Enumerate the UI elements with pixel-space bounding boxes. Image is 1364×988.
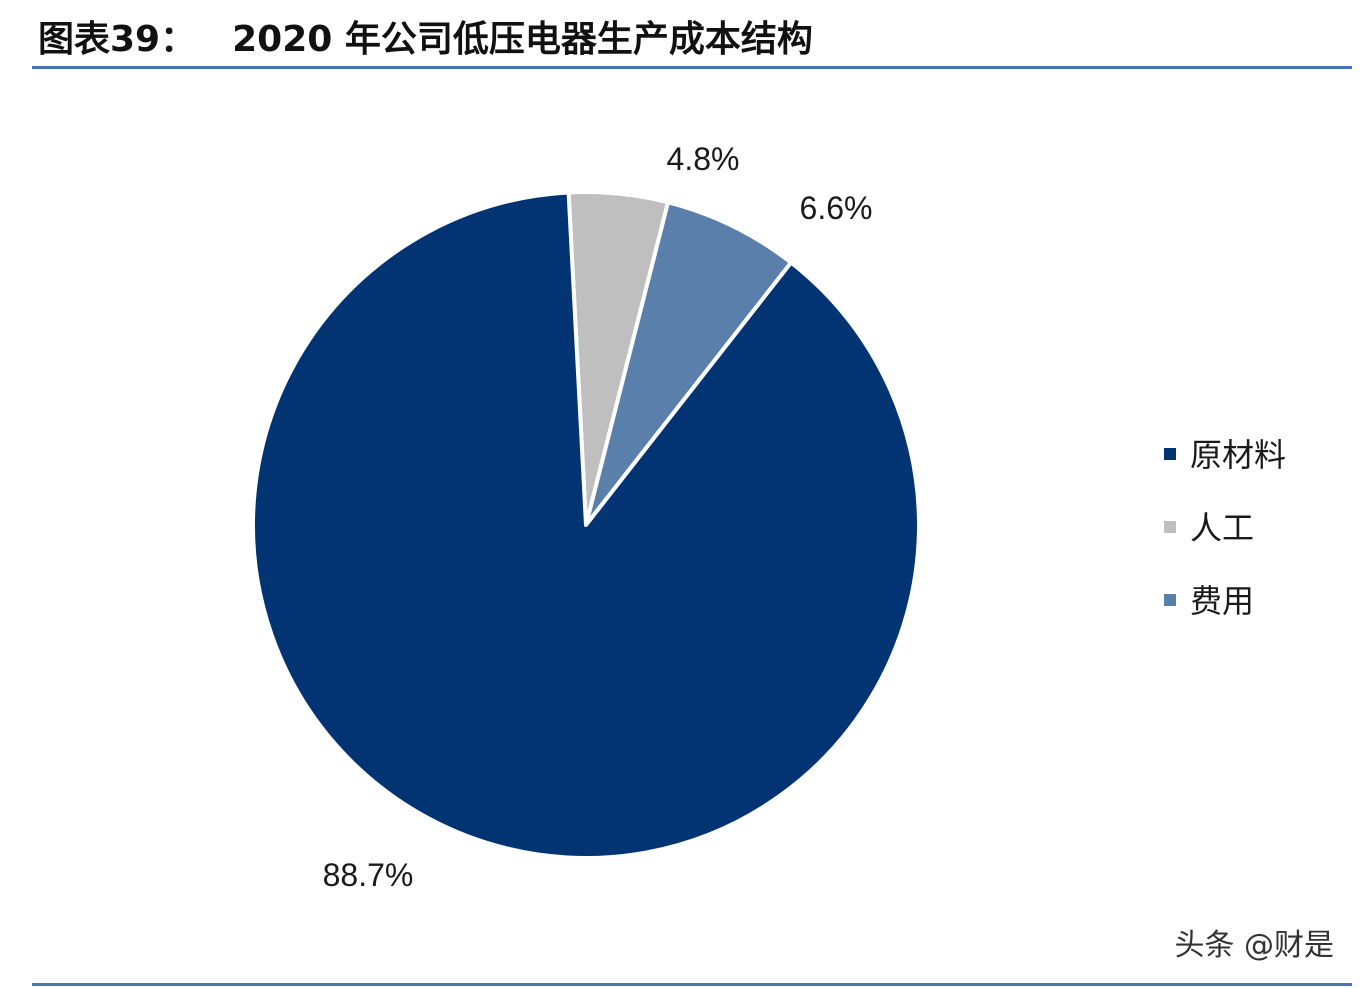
legend-label: 原材料 bbox=[1190, 436, 1286, 474]
pie-slice-expenses bbox=[584, 200, 794, 527]
bottom-rule bbox=[32, 983, 1352, 986]
top-rule bbox=[32, 66, 1352, 69]
legend-swatch bbox=[1164, 594, 1176, 606]
legend-label: 费用 bbox=[1190, 582, 1254, 620]
figure-label: 图表39： bbox=[38, 19, 197, 60]
watermark: 头条 @财是 bbox=[1174, 928, 1334, 963]
figure-title-text: 2020 年公司低压电器生产成本结构 bbox=[232, 19, 813, 60]
chart-title: 图表39： 2020 年公司低压电器生产成本结构 bbox=[38, 14, 813, 66]
legend-swatch bbox=[1164, 448, 1176, 460]
legend-label: 人工 bbox=[1190, 509, 1254, 547]
pie-slices bbox=[251, 190, 921, 860]
pie-slice-labels: 4.8% 6.6% 88.7% bbox=[323, 141, 873, 893]
legend-swatch bbox=[1164, 521, 1176, 533]
data-label: 88.7% bbox=[323, 857, 414, 893]
pie-slice-raw-materials bbox=[251, 190, 921, 860]
data-label: 4.8% bbox=[667, 141, 740, 177]
data-label: 6.6% bbox=[800, 190, 873, 226]
